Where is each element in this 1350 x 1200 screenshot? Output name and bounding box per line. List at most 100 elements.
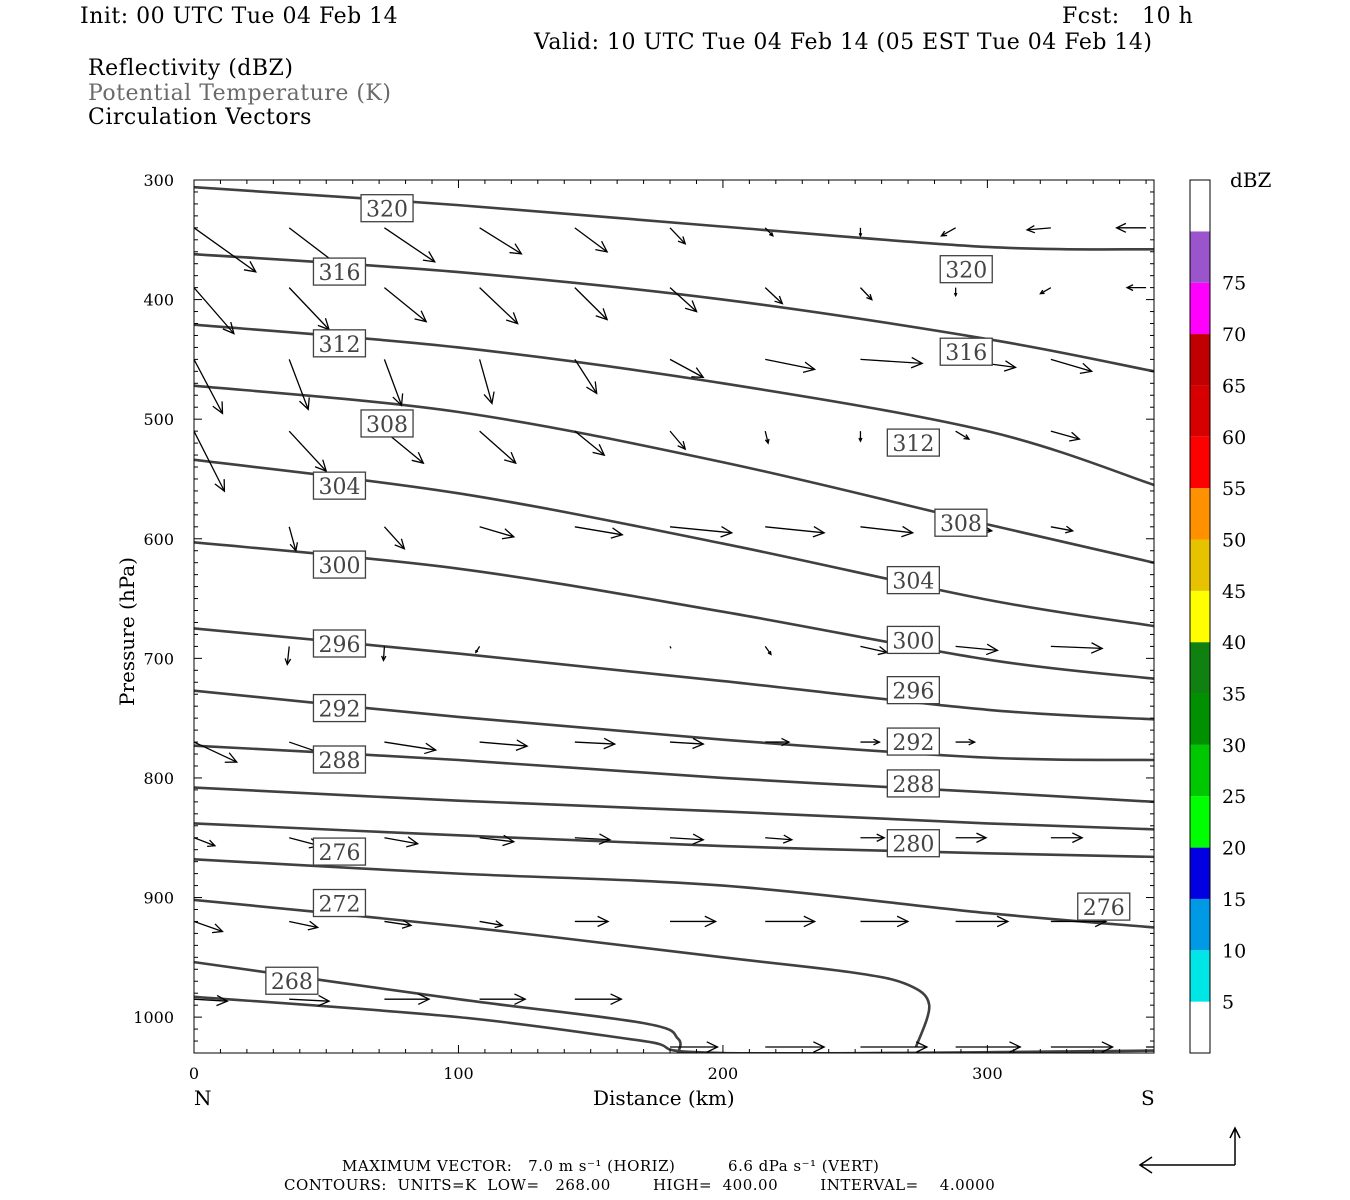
colorbar-swatch: [1190, 180, 1210, 232]
isentrope-label-296: 296: [312, 629, 367, 658]
circulation-vector: [194, 741, 239, 763]
circulation-vector: [1050, 525, 1075, 534]
isentrope-label-300: 300: [312, 550, 367, 579]
circulation-vector: [574, 287, 609, 321]
colorbar-swatch: [1190, 539, 1210, 591]
svg-text:312: 312: [892, 432, 934, 457]
circulation-vector: [669, 526, 734, 538]
svg-text:276: 276: [318, 841, 360, 866]
circulation-vector: [860, 738, 881, 746]
legend-circulation-vectors: Circulation Vectors: [88, 105, 312, 130]
circulation-vector: [859, 287, 873, 301]
colorbar-swatch: [1190, 436, 1210, 489]
circulation-vector: [764, 227, 774, 237]
circulation-vector: [764, 646, 772, 656]
colorbar-label: 65: [1222, 375, 1246, 397]
x-tick-label: 100: [443, 1064, 474, 1083]
circulation-vector: [383, 359, 404, 407]
svg-text:296: 296: [318, 633, 360, 658]
circulation-vector: [860, 833, 886, 842]
isentrope-label-288: 288: [312, 745, 367, 774]
circulation-vector: [765, 834, 794, 844]
svg-text:300: 300: [892, 629, 934, 654]
svg-text:312: 312: [318, 333, 360, 358]
circulation-vector: [669, 227, 687, 245]
colorbar: 5 10 15 20 25 30 35 40 45 50 55 60 65 70 75: [1189, 179, 1246, 1054]
circulation-vector: [574, 359, 598, 395]
circulation-vector: [860, 356, 924, 369]
circulation-vector: [669, 833, 705, 845]
circulation-vector: [574, 227, 609, 253]
isentrope-label-308: 308: [360, 409, 414, 438]
circulation-vector: [765, 525, 826, 538]
circulation-vector: [479, 287, 519, 325]
contour-label-layer: 320 320 316 316 312 312 308 308 304 304 300 300 296 2…: [265, 194, 1131, 995]
y-tick-label: 900: [143, 889, 174, 908]
circulation-vector: [574, 833, 612, 845]
colorbar-label: 40: [1222, 632, 1246, 654]
plot-frame: [193, 179, 1155, 1054]
circulation-vector: [1050, 832, 1084, 844]
circulation-vector: [384, 741, 438, 755]
colorbar-label: 5: [1222, 992, 1234, 1014]
isentrope-label-304: 304: [312, 471, 367, 500]
svg-text:308: 308: [940, 512, 982, 537]
y-tick-label: 700: [143, 649, 174, 668]
colorbar-swatch: [1190, 334, 1210, 386]
isentrope-label-320: 320: [939, 255, 993, 284]
circulation-vector: [1050, 1041, 1115, 1053]
circulation-vector: [194, 430, 226, 493]
circulation-vector: [669, 430, 687, 451]
x-right-label: S: [1141, 1086, 1155, 1110]
circulation-vector: [194, 994, 229, 1007]
isentrope-308: [194, 384, 1154, 564]
isentrope-264: [194, 995, 1154, 1053]
isentrope-276: [194, 857, 1154, 929]
colorbar-label: 55: [1222, 478, 1246, 500]
circulation-vector: [289, 920, 320, 931]
circulation-vector: [574, 526, 624, 539]
circulation-vector: [955, 738, 977, 746]
colorbar-swatch: [1190, 590, 1210, 643]
isentrope-label-312: 312: [886, 428, 940, 457]
circulation-vector: [1050, 358, 1094, 374]
isentrope-label-308: 308: [934, 508, 988, 537]
circulation-vector: [288, 526, 299, 553]
svg-text:268: 268: [271, 970, 313, 995]
isentrope-label-316: 316: [939, 337, 993, 366]
colorbar-label: 75: [1222, 273, 1246, 295]
svg-text:288: 288: [892, 773, 934, 798]
circulation-vector: [955, 832, 988, 843]
circulation-vector: [1115, 222, 1147, 233]
isentrope-layer: [194, 185, 1154, 1053]
circulation-vector: [765, 1041, 826, 1053]
circulation-vector: [479, 526, 516, 540]
isentrope-280: [194, 822, 1154, 859]
circulation-vector: [479, 227, 523, 255]
colorbar-label: 45: [1222, 581, 1246, 603]
circulation-vector: [475, 646, 481, 654]
svg-text:292: 292: [892, 731, 934, 756]
colorbar-swatch: [1190, 231, 1210, 283]
y-tick-label: 300: [143, 171, 174, 190]
colorbar-label: 25: [1222, 786, 1246, 808]
circulation-vector: [574, 915, 610, 928]
svg-text:304: 304: [892, 570, 934, 595]
isentrope-label-312: 312: [312, 329, 367, 358]
isentrope-label-272: 272: [312, 888, 367, 918]
isentrope-320: [194, 185, 1154, 251]
colorbar-label: 15: [1222, 889, 1246, 911]
colorbar-swatch: [1190, 950, 1210, 1002]
x-tick-label: 200: [708, 1064, 739, 1083]
colorbar-frame: [1189, 179, 1211, 1054]
colorbar-label: 60: [1222, 427, 1246, 449]
circulation-vector: [574, 430, 606, 457]
forecast-hour: Fcst: 10 h: [1062, 4, 1194, 29]
isentrope-label-276: 276: [1077, 892, 1131, 921]
colorbar-swatch: [1190, 693, 1210, 745]
circulation-vector: [670, 915, 718, 928]
circulation-vector: [381, 646, 387, 662]
axes-layer: 300 400 500 600 700 800 900 1000 0 100 200 300: [133, 171, 1154, 1083]
svg-text:272: 272: [318, 893, 360, 918]
